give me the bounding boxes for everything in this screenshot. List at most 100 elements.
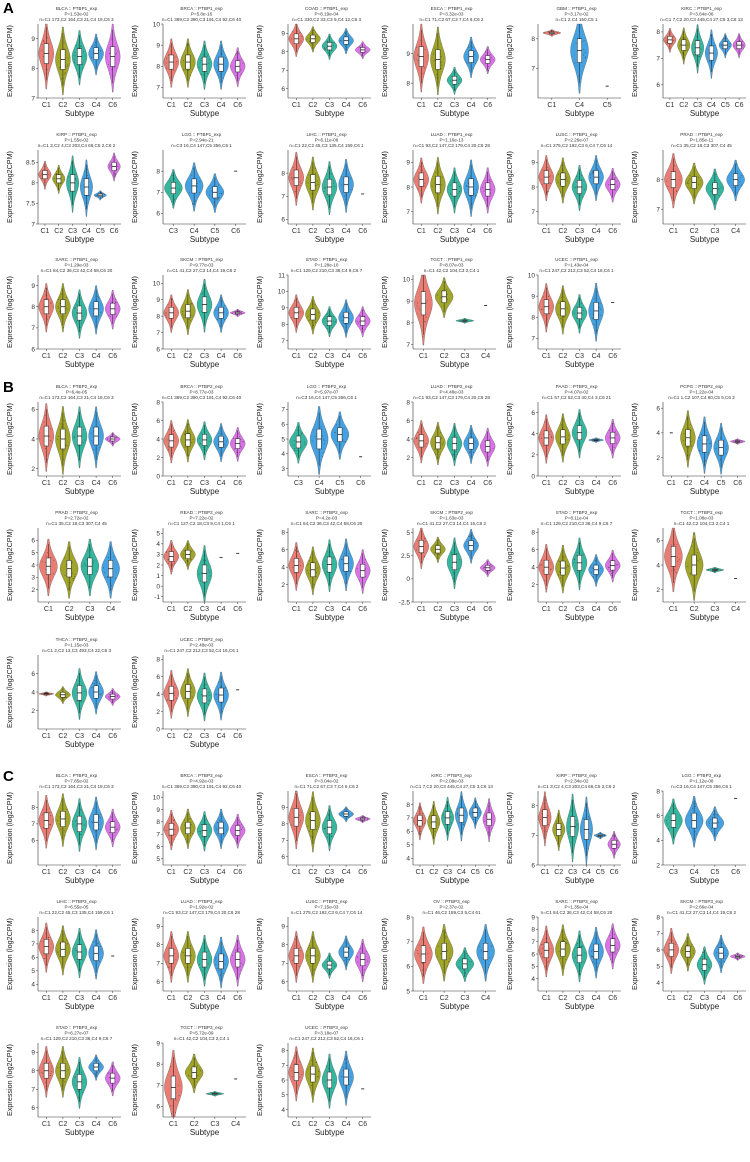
data-point <box>238 819 240 821</box>
data-point <box>240 69 242 71</box>
data-point <box>577 551 579 553</box>
data-point <box>299 822 301 824</box>
y-tick-label: 5 <box>156 856 160 863</box>
data-point <box>242 827 244 829</box>
data-point <box>596 966 598 968</box>
data-point <box>84 197 86 199</box>
x-tick-label: C6 <box>608 606 617 613</box>
data-point <box>208 692 210 693</box>
data-point <box>357 322 359 324</box>
x-tick-label: C1 <box>415 869 424 876</box>
y-axis-label: Expression (log2CPM) <box>255 529 264 601</box>
data-point <box>560 423 562 425</box>
data-point <box>484 566 486 568</box>
data-point <box>47 298 48 300</box>
data-point <box>607 567 609 569</box>
x-tick-label: C2 <box>308 102 317 109</box>
data-point <box>59 1066 61 1068</box>
y-tick-label: 10 <box>153 21 161 28</box>
data-point <box>693 533 695 535</box>
x-tick-label: C6 <box>108 1121 117 1128</box>
data-point <box>348 313 350 315</box>
data-point <box>720 187 722 189</box>
chart-counts: n=C1 129,C2 210,C3 36,C4 9,C6 7 <box>291 268 363 273</box>
x-tick-label: C6 <box>108 995 117 1002</box>
data-point <box>56 950 58 952</box>
x-tick-label: C4 <box>92 102 101 109</box>
x-tick-label: C2 <box>183 606 192 613</box>
data-point <box>297 429 299 431</box>
data-point <box>82 956 84 957</box>
data-point <box>61 698 63 700</box>
data-point <box>424 538 426 540</box>
data-point <box>675 941 677 943</box>
data-point <box>582 818 584 820</box>
data-point <box>487 806 489 808</box>
data-point <box>698 560 700 562</box>
y-tick-label: 0 <box>531 473 535 480</box>
y-tick-label: 9 <box>31 283 35 290</box>
data-point <box>41 560 43 562</box>
x-tick-label: C6 <box>483 606 492 613</box>
data-point <box>316 572 318 573</box>
data-point <box>667 185 669 187</box>
chart-pvalue: P=7.15e-03 <box>315 905 339 910</box>
data-point <box>543 445 545 447</box>
data-point <box>84 817 86 819</box>
x-tick-label: C3 <box>575 480 584 487</box>
chart-title: THCA :: PTBP2_exp <box>56 637 98 642</box>
data-point <box>77 73 79 75</box>
data-point <box>300 1074 302 1075</box>
data-point <box>592 171 594 173</box>
x-tick-label: C2 <box>429 869 438 876</box>
data-point <box>612 172 614 174</box>
y-tick-label: 2.5 <box>401 553 410 560</box>
chart-pvalue: P=1.15e-03 <box>65 643 89 648</box>
x-axis-label: Subtype <box>190 740 220 749</box>
data-point <box>679 45 681 47</box>
data-point <box>599 439 600 441</box>
data-point <box>98 1070 100 1072</box>
data-point <box>459 320 461 322</box>
data-point <box>66 808 67 810</box>
data-point <box>184 69 186 71</box>
data-point <box>57 189 59 191</box>
data-point <box>455 174 457 176</box>
data-point <box>223 311 225 313</box>
data-point <box>328 1068 330 1070</box>
data-point <box>450 184 452 186</box>
data-point <box>67 445 69 447</box>
data-point <box>309 813 311 815</box>
data-point <box>591 440 593 442</box>
data-point <box>209 571 210 573</box>
data-point <box>98 298 100 300</box>
data-point <box>364 559 366 561</box>
chart-pvalue: P=1.92e-02 <box>190 905 214 910</box>
data-point <box>616 180 618 182</box>
data-point <box>184 433 186 435</box>
data-point <box>174 694 176 696</box>
data-point <box>716 833 718 835</box>
data-point <box>481 957 483 959</box>
data-point <box>107 439 109 441</box>
data-point <box>59 694 61 695</box>
data-point <box>113 66 115 68</box>
data-point <box>225 57 227 59</box>
data-point <box>723 38 725 40</box>
data-point <box>67 1069 69 1071</box>
chart-pvalue: P=1.28e-10 <box>315 263 339 268</box>
data-point <box>81 45 83 47</box>
data-point <box>223 319 225 321</box>
data-point <box>549 175 551 177</box>
data-point <box>113 556 115 557</box>
data-point <box>689 454 690 456</box>
data-point <box>171 565 173 567</box>
chart-title: OV :: PTBP3_exp <box>433 899 470 904</box>
data-point <box>219 681 221 683</box>
data-point <box>418 177 420 179</box>
data-point <box>740 955 742 957</box>
data-point <box>340 1075 342 1077</box>
data-point <box>100 192 102 194</box>
